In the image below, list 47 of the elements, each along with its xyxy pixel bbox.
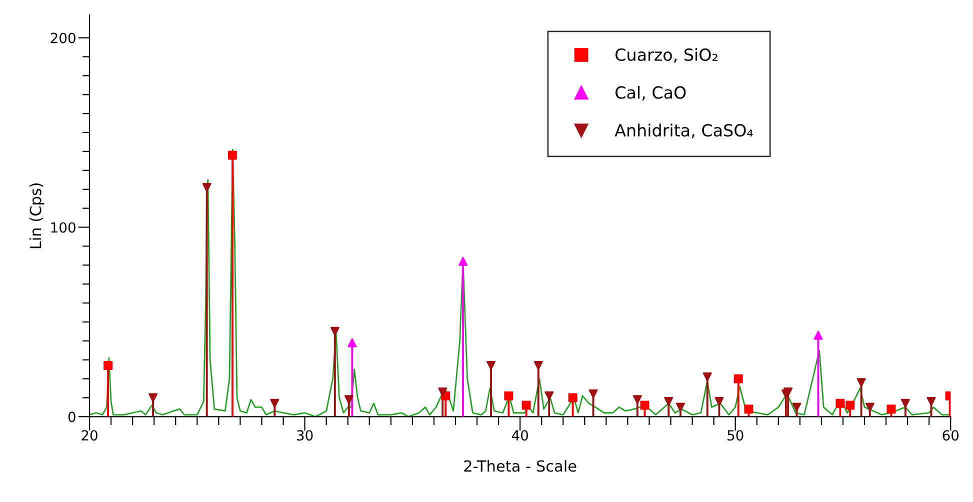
point [734,374,743,384]
point [744,404,754,414]
point [632,395,642,404]
point [202,182,212,192]
point [522,400,531,410]
point [856,378,866,388]
point [865,402,874,412]
y-tick-label: 200 [50,32,76,44]
y-tick-label: 100 [51,222,76,233]
point [926,397,936,406]
legend-label: Anhidrita, CaSO₄ [614,124,753,138]
point [676,402,685,412]
point [148,393,158,402]
y-axis-title: Lin (Cps) [29,183,44,248]
point [544,391,554,400]
x-axis-title: 2-Theta - Scale [464,460,576,472]
legend-label: Cal, CaO [616,86,686,100]
point [702,372,712,382]
point [714,397,724,406]
point [344,395,354,404]
point [504,391,514,400]
point [792,402,802,412]
point [588,389,598,398]
point [104,361,113,370]
point [900,398,910,408]
point [534,361,543,370]
point [438,388,448,397]
point [228,150,237,160]
point [886,404,896,414]
x-tick-label: 20 [82,430,98,441]
point [348,338,357,348]
y-tick-label: 0 [68,412,76,422]
point [486,361,496,370]
x-tick-label: 40 [512,430,528,441]
point [836,398,845,408]
point [568,393,578,402]
point [270,398,280,408]
x-tick-label: 30 [297,430,313,441]
legend-label: Cuarzo, SiO₂ [616,48,718,63]
point [664,397,674,406]
point [814,330,823,340]
point [640,400,650,410]
point [458,256,468,266]
point [330,326,340,336]
x-tick-label: 60 [942,430,959,441]
x-tick-label: 50 [728,430,744,441]
point [846,400,855,410]
